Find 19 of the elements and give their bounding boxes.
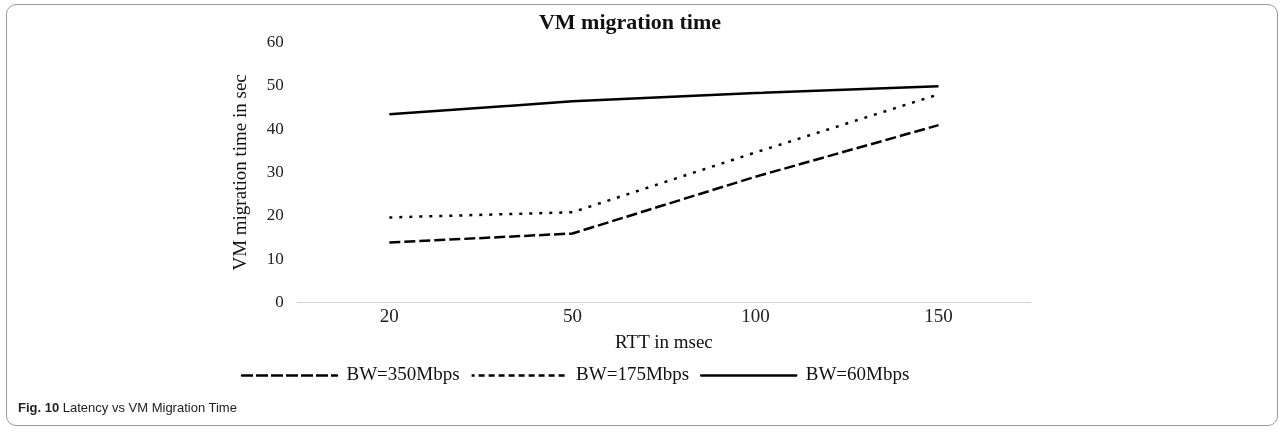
y-tick-label: 10 xyxy=(266,248,284,268)
y-tick-label: 40 xyxy=(266,118,284,138)
chart-title: VM migration time xyxy=(538,8,722,34)
legend-label: BW=175Mbps xyxy=(576,363,690,385)
x-axis-title: RTT in msec xyxy=(615,330,713,352)
y-tick-label: 60 xyxy=(266,31,284,51)
y-axis-title: VM migration time in sec xyxy=(229,74,251,271)
y-tick-label: 50 xyxy=(266,75,284,95)
x-tick-label: 150 xyxy=(924,304,953,326)
y-tick-label: 20 xyxy=(266,205,284,225)
y-tick-label: 0 xyxy=(275,291,284,311)
y-tick-label: 30 xyxy=(266,161,284,181)
x-tick-label: 50 xyxy=(562,304,582,326)
legend-label: BW=350Mbps xyxy=(346,363,460,385)
caption: Fig. 10 Latency vs VM Migration Time xyxy=(18,400,237,415)
line-series xyxy=(388,123,940,244)
legend-label: BW=60Mbps xyxy=(805,363,910,385)
x-tick-label: 100 xyxy=(741,304,770,326)
x-tick-label: 20 xyxy=(379,304,399,326)
